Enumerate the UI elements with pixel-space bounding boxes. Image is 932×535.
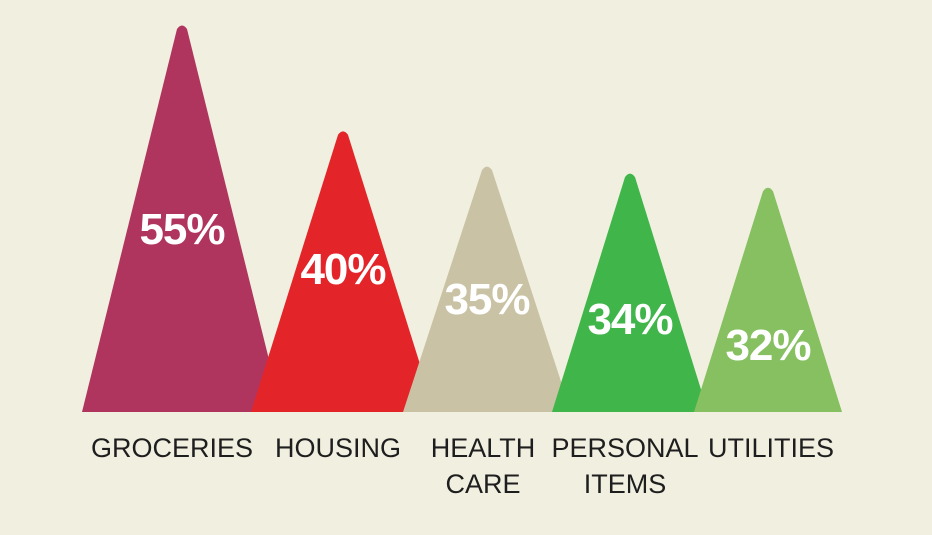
value-label-5: 32%: [725, 321, 810, 370]
value-label-1: 55%: [139, 205, 224, 254]
category-label-5: UTILITIES: [708, 433, 834, 463]
triangle-bar-1: [82, 25, 282, 412]
category-label-4: PERSONAL ITEMS: [551, 433, 698, 499]
category-label-1: GROCERIES: [91, 433, 253, 463]
triangle-bar-5: [694, 187, 842, 412]
triangle-bar-4: [552, 173, 708, 412]
category-label-2: HOUSING: [275, 433, 401, 463]
value-label-3: 35%: [444, 275, 529, 324]
value-label-2: 40%: [300, 245, 385, 294]
value-label-4: 34%: [587, 295, 672, 344]
category-label-3: HEALTH CARE: [431, 433, 536, 499]
triangle-bar-2: [251, 131, 435, 412]
triangle-bar-3: [403, 166, 571, 412]
